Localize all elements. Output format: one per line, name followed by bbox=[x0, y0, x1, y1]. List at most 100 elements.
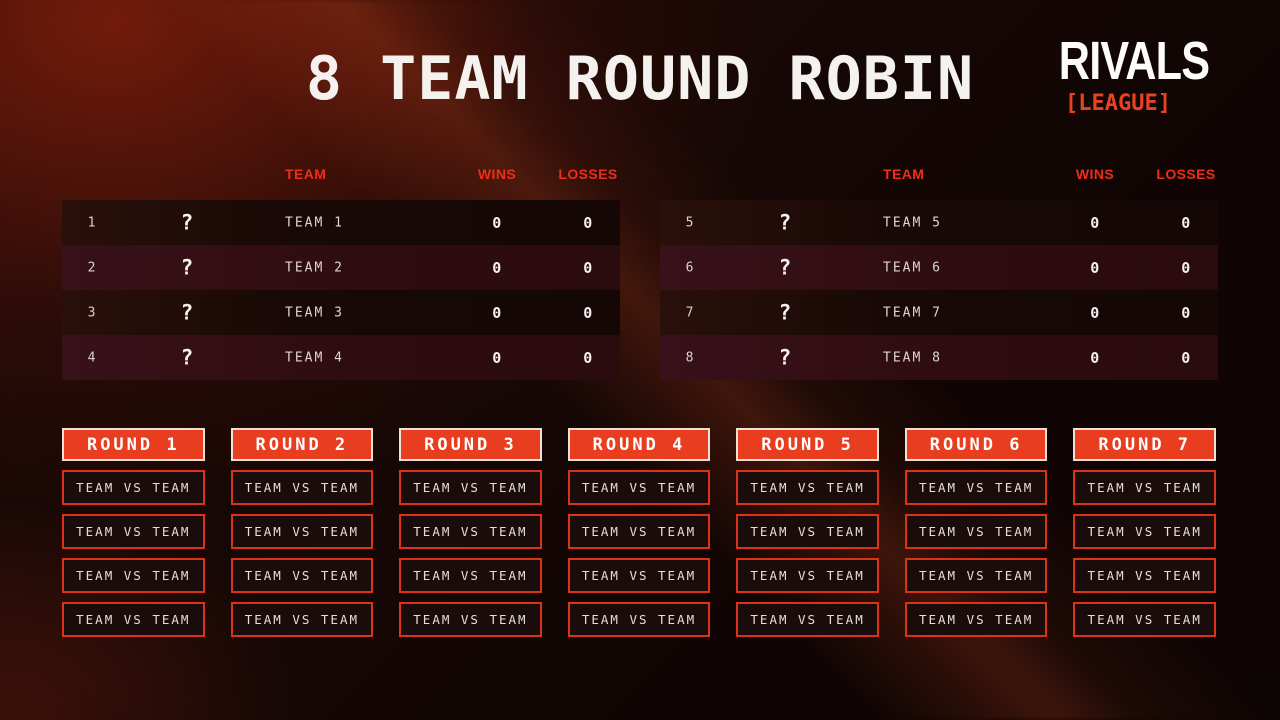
table-row: 4 ? TEAM 4 0 0 bbox=[62, 335, 620, 380]
standings-header: TEAM WINS LOSSES bbox=[660, 160, 1218, 200]
column-header-team: TEAM bbox=[883, 166, 925, 182]
team-logo-placeholder-icon: ? bbox=[180, 345, 194, 370]
standings-header: TEAM WINS LOSSES bbox=[62, 160, 620, 200]
rank-label: 5 bbox=[685, 215, 695, 230]
round-header-button[interactable]: ROUND 2 bbox=[230, 428, 374, 461]
standings-table-right: TEAM WINS LOSSES 5 ? TEAM 5 0 0 6 ? TEAM… bbox=[660, 160, 1218, 380]
losses-value: 0 bbox=[583, 303, 593, 322]
match-slot[interactable]: TEAM VS TEAM bbox=[62, 514, 205, 549]
team-name: TEAM 1 bbox=[285, 215, 344, 230]
match-slot[interactable]: TEAM VS TEAM bbox=[736, 470, 879, 505]
wins-value: 0 bbox=[492, 348, 502, 367]
team-logo-placeholder-icon: ? bbox=[180, 300, 194, 325]
column-header-losses: LOSSES bbox=[1156, 166, 1216, 182]
match-slot[interactable]: TEAM VS TEAM bbox=[1073, 514, 1216, 549]
team-name: TEAM 6 bbox=[883, 260, 942, 275]
wins-value: 0 bbox=[492, 258, 502, 277]
column-header-wins: WINS bbox=[1075, 166, 1115, 182]
match-slot[interactable]: TEAM VS TEAM bbox=[567, 514, 711, 549]
round-column-1: ROUND 1 TEAM VS TEAM TEAM VS TEAM TEAM V… bbox=[62, 428, 205, 637]
match-slot[interactable]: TEAM VS TEAM bbox=[1073, 470, 1216, 505]
match-slot[interactable]: TEAM VS TEAM bbox=[399, 558, 542, 593]
losses-value: 0 bbox=[1181, 348, 1191, 367]
column-header-team: TEAM bbox=[285, 166, 327, 182]
round-header-button[interactable]: ROUND 5 bbox=[736, 428, 879, 461]
standings-rows: 5 ? TEAM 5 0 0 6 ? TEAM 6 0 0 7 ? TEAM 7… bbox=[660, 200, 1218, 380]
match-slot[interactable]: TEAM VS TEAM bbox=[736, 558, 879, 593]
team-name: TEAM 3 bbox=[285, 305, 344, 320]
rivals-league-logo: RIVALS ✦ [LEAGUE] bbox=[1040, 34, 1210, 116]
round-header-button[interactable]: ROUND 1 bbox=[62, 428, 205, 461]
match-slot[interactable]: TEAM VS TEAM bbox=[230, 470, 374, 505]
match-slot[interactable]: TEAM VS TEAM bbox=[399, 514, 542, 549]
wins-value: 0 bbox=[492, 213, 502, 232]
team-name: TEAM 4 bbox=[285, 350, 344, 365]
rank-label: 8 bbox=[685, 350, 695, 365]
round-column-3: ROUND 3 TEAM VS TEAM TEAM VS TEAM TEAM V… bbox=[399, 428, 542, 637]
match-slot[interactable]: TEAM VS TEAM bbox=[567, 558, 711, 593]
wins-value: 0 bbox=[1090, 348, 1100, 367]
wins-value: 0 bbox=[1090, 213, 1100, 232]
round-column-2: ROUND 2 TEAM VS TEAM TEAM VS TEAM TEAM V… bbox=[230, 428, 374, 637]
team-logo-placeholder-icon: ? bbox=[778, 255, 792, 280]
match-slot[interactable]: TEAM VS TEAM bbox=[230, 514, 374, 549]
match-slot[interactable]: TEAM VS TEAM bbox=[904, 470, 1048, 505]
match-slot[interactable]: TEAM VS TEAM bbox=[567, 470, 711, 505]
match-slot[interactable]: TEAM VS TEAM bbox=[736, 514, 879, 549]
losses-value: 0 bbox=[583, 213, 593, 232]
match-slot[interactable]: TEAM VS TEAM bbox=[904, 558, 1048, 593]
team-logo-placeholder-icon: ? bbox=[778, 300, 792, 325]
match-slot[interactable]: TEAM VS TEAM bbox=[230, 558, 374, 593]
match-slot[interactable]: TEAM VS TEAM bbox=[904, 602, 1048, 637]
logo-brand-text: RIVALS bbox=[1058, 31, 1210, 91]
wins-value: 0 bbox=[492, 303, 502, 322]
match-slot[interactable]: TEAM VS TEAM bbox=[736, 602, 879, 637]
standings-table-left: TEAM WINS LOSSES 1 ? TEAM 1 0 0 2 ? TEAM… bbox=[62, 160, 620, 380]
table-row: 6 ? TEAM 6 0 0 bbox=[660, 245, 1218, 290]
table-row: 2 ? TEAM 2 0 0 bbox=[62, 245, 620, 290]
table-row: 8 ? TEAM 8 0 0 bbox=[660, 335, 1218, 380]
logo-brand-wrap: RIVALS ✦ bbox=[1040, 34, 1210, 90]
table-row: 7 ? TEAM 7 0 0 bbox=[660, 290, 1218, 335]
match-slot[interactable]: TEAM VS TEAM bbox=[62, 470, 205, 505]
wins-value: 0 bbox=[1090, 258, 1100, 277]
team-name: TEAM 5 bbox=[883, 215, 942, 230]
losses-value: 0 bbox=[583, 258, 593, 277]
rank-label: 3 bbox=[87, 305, 97, 320]
round-header-button[interactable]: ROUND 4 bbox=[567, 428, 711, 461]
team-logo-placeholder-icon: ? bbox=[180, 210, 194, 235]
logo-tagline: [LEAGUE] bbox=[1065, 91, 1171, 116]
rank-label: 4 bbox=[87, 350, 97, 365]
team-name: TEAM 8 bbox=[883, 350, 942, 365]
page-title: 8 TEAM ROUND ROBIN bbox=[305, 44, 975, 114]
table-row: 1 ? TEAM 1 0 0 bbox=[62, 200, 620, 245]
match-slot[interactable]: TEAM VS TEAM bbox=[1073, 558, 1216, 593]
match-slot[interactable]: TEAM VS TEAM bbox=[62, 602, 205, 637]
round-column-4: ROUND 4 TEAM VS TEAM TEAM VS TEAM TEAM V… bbox=[567, 428, 711, 637]
match-slot[interactable]: TEAM VS TEAM bbox=[1073, 602, 1216, 637]
round-header-button[interactable]: ROUND 6 bbox=[904, 428, 1048, 461]
match-slot[interactable]: TEAM VS TEAM bbox=[904, 514, 1048, 549]
round-column-7: ROUND 7 TEAM VS TEAM TEAM VS TEAM TEAM V… bbox=[1073, 428, 1216, 637]
match-slot[interactable]: TEAM VS TEAM bbox=[230, 602, 374, 637]
rank-label: 2 bbox=[87, 260, 97, 275]
standings-rows: 1 ? TEAM 1 0 0 2 ? TEAM 2 0 0 3 ? TEAM 3… bbox=[62, 200, 620, 380]
match-slot[interactable]: TEAM VS TEAM bbox=[567, 602, 711, 637]
losses-value: 0 bbox=[1181, 258, 1191, 277]
table-row: 5 ? TEAM 5 0 0 bbox=[660, 200, 1218, 245]
round-header-button[interactable]: ROUND 7 bbox=[1073, 428, 1216, 461]
wins-value: 0 bbox=[1090, 303, 1100, 322]
rank-label: 1 bbox=[87, 215, 97, 230]
round-column-6: ROUND 6 TEAM VS TEAM TEAM VS TEAM TEAM V… bbox=[904, 428, 1048, 637]
match-slot[interactable]: TEAM VS TEAM bbox=[399, 470, 542, 505]
losses-value: 0 bbox=[1181, 303, 1191, 322]
team-logo-placeholder-icon: ? bbox=[778, 210, 792, 235]
rank-label: 7 bbox=[685, 305, 695, 320]
match-slot[interactable]: TEAM VS TEAM bbox=[62, 558, 205, 593]
round-header-button[interactable]: ROUND 3 bbox=[399, 428, 542, 461]
rank-label: 6 bbox=[685, 260, 695, 275]
team-logo-placeholder-icon: ? bbox=[180, 255, 194, 280]
match-slot[interactable]: TEAM VS TEAM bbox=[399, 602, 542, 637]
losses-value: 0 bbox=[1181, 213, 1191, 232]
column-header-losses: LOSSES bbox=[558, 166, 618, 182]
